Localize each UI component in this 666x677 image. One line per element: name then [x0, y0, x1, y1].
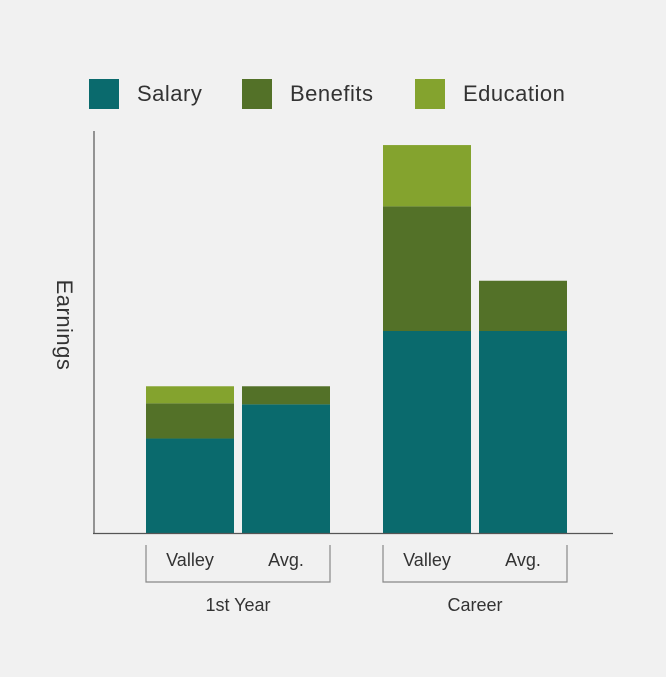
legend-swatch-benefits [242, 79, 272, 109]
legend-label-education: Education [463, 81, 565, 106]
x-tick-label-1: Valley [166, 550, 214, 570]
bar-benefits-1 [146, 403, 234, 439]
bars [146, 145, 567, 533]
group-labels: 1st Year Career [145, 545, 568, 615]
bar-benefits-2 [242, 386, 330, 405]
legend-swatch-education [415, 79, 445, 109]
group-bracket-2 [382, 545, 568, 583]
x-tick-labels: Valley Avg. Valley Avg. [166, 550, 541, 570]
bar-benefits-3 [383, 206, 471, 331]
bar-salary-1 [146, 438, 234, 533]
legend-swatch-salary [89, 79, 119, 109]
bar-salary-2 [242, 404, 330, 533]
x-tick-label-4: Avg. [505, 550, 541, 570]
bar-benefits-4 [479, 280, 567, 331]
bar-education-3 [383, 145, 471, 207]
x-tick-label-3: Valley [403, 550, 451, 570]
legend-label-benefits: Benefits [290, 81, 374, 106]
bar-education-1 [146, 386, 234, 404]
legend-label-salary: Salary [137, 81, 202, 106]
legend: Salary Benefits Education [89, 79, 565, 109]
y-axis-label: Earnings [52, 280, 77, 371]
bar-salary-3 [383, 331, 471, 533]
group-label-2: Career [447, 595, 502, 615]
bar-salary-4 [479, 331, 567, 533]
group-label-1: 1st Year [205, 595, 270, 615]
x-tick-label-2: Avg. [268, 550, 304, 570]
group-bracket-1 [145, 545, 331, 583]
